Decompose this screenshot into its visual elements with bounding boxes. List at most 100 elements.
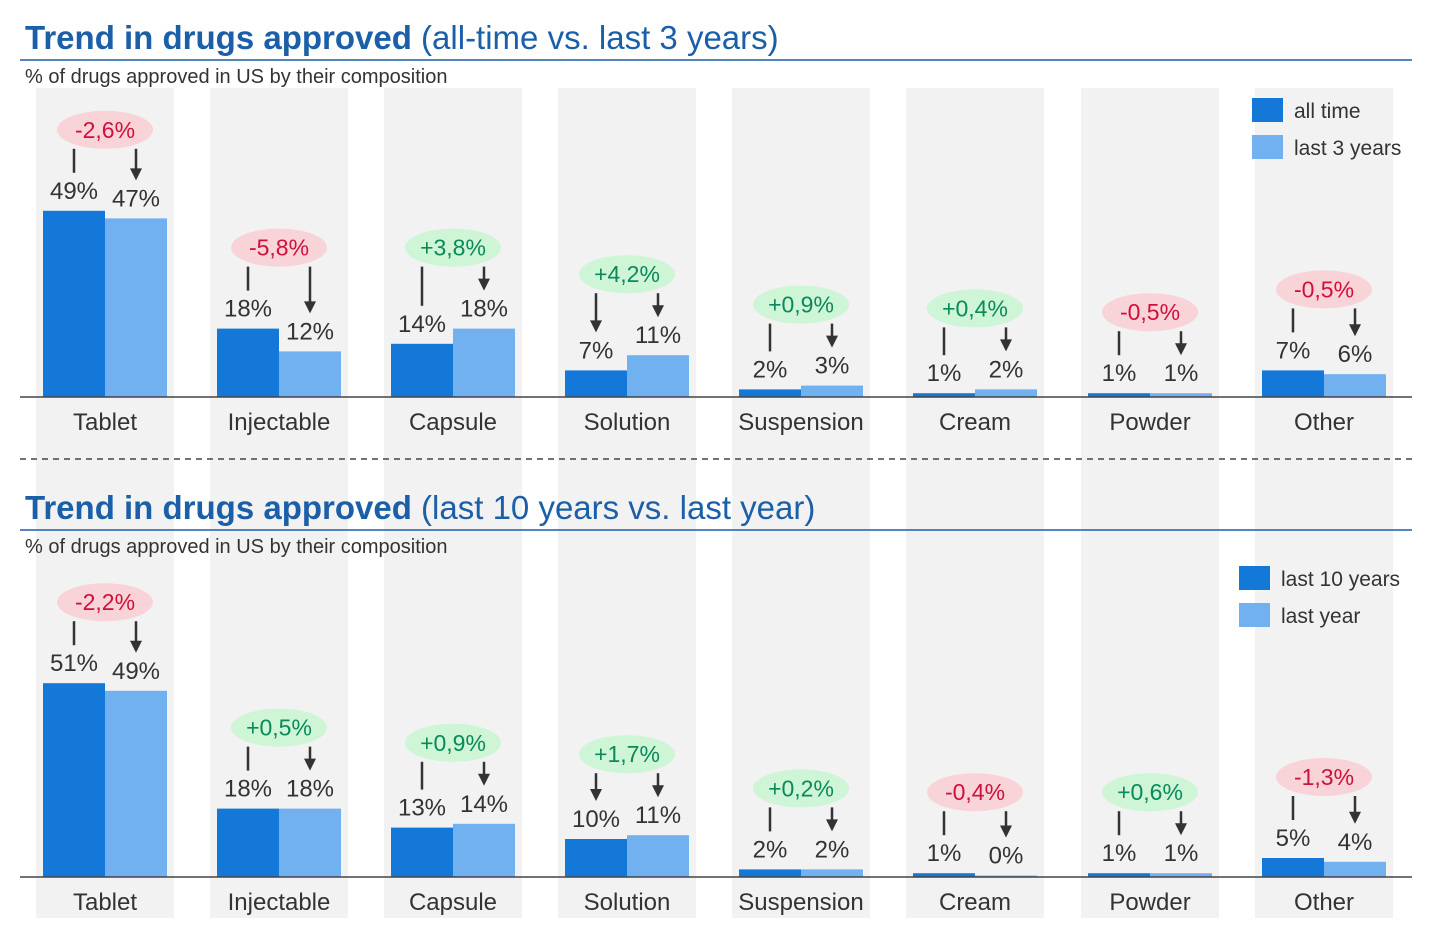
value-label: 18% — [224, 776, 272, 803]
value-label: 18% — [224, 296, 272, 323]
change-arrow-head — [1000, 825, 1012, 838]
value-label: 13% — [398, 795, 446, 822]
value-label: 2% — [753, 836, 788, 863]
bar-all-time — [217, 328, 279, 397]
bar-last-3-years — [975, 389, 1037, 397]
change-arrow-head — [1349, 324, 1361, 337]
bar-last-10-years — [391, 827, 453, 877]
change-label: -0,4% — [945, 779, 1005, 805]
value-label: 4% — [1338, 829, 1373, 856]
value-label: 14% — [460, 791, 508, 818]
change-bubble — [405, 723, 501, 762]
change-label: +0,6% — [1117, 779, 1183, 805]
chart-subtitle: % of drugs approved in US by their compo… — [25, 536, 447, 558]
change-label: -0,5% — [1120, 299, 1180, 325]
value-label: 49% — [112, 658, 160, 685]
legend-swatch — [1252, 98, 1283, 122]
change-arrow-head — [304, 758, 316, 771]
bar-last-year — [105, 690, 167, 877]
value-label: 11% — [635, 802, 681, 829]
change-label: +0,9% — [768, 292, 834, 318]
change-label: -2,2% — [75, 589, 135, 615]
value-label: 2% — [989, 356, 1024, 383]
change-bubble — [1276, 270, 1372, 309]
category-label: Injectable — [228, 409, 331, 436]
change-bubble — [405, 228, 501, 267]
bar-last-10-years — [565, 839, 627, 877]
bar-last-year — [279, 808, 341, 877]
value-label: 1% — [1102, 840, 1137, 867]
category-label: Solution — [584, 889, 671, 916]
legend-swatch — [1239, 566, 1270, 590]
bar-all-time — [1088, 393, 1150, 397]
chart-title-bold: Trend in drugs approved — [25, 19, 412, 56]
change-arrow-head — [1349, 811, 1361, 824]
category-label: Other — [1294, 409, 1354, 436]
change-arrow-head — [652, 785, 664, 798]
value-label: 2% — [753, 356, 788, 383]
category-label: Cream — [939, 889, 1011, 916]
change-label: +0,4% — [942, 295, 1008, 321]
change-arrow-head — [1175, 823, 1187, 836]
value-label: 6% — [1338, 341, 1373, 368]
bar-all-time — [739, 389, 801, 397]
change-label: +0,9% — [420, 730, 486, 756]
legend-label: last 3 years — [1294, 137, 1401, 160]
value-label: 0% — [989, 843, 1024, 870]
category-label: Injectable — [228, 889, 331, 916]
change-arrow-head — [478, 773, 490, 786]
value-label: 11% — [635, 322, 681, 349]
change-label: -1,3% — [1294, 764, 1354, 790]
bar-last-3-years — [453, 328, 515, 397]
change-bubble — [57, 110, 153, 149]
value-label: 1% — [927, 840, 962, 867]
change-label: -0,5% — [1294, 276, 1354, 302]
bar-last-year — [453, 823, 515, 877]
legend-swatch — [1252, 135, 1283, 159]
change-label: -2,6% — [75, 117, 135, 143]
category-band — [558, 88, 696, 918]
change-bubble — [927, 289, 1023, 328]
legend-label: all time — [1294, 100, 1361, 123]
change-bubble — [579, 735, 675, 774]
bar-last-year — [627, 835, 689, 877]
value-label: 3% — [815, 353, 850, 380]
change-bubble — [753, 769, 849, 808]
value-label: 49% — [50, 178, 98, 205]
bar-last-3-years — [1324, 374, 1386, 397]
category-label: Suspension — [738, 409, 863, 436]
value-label: 18% — [286, 776, 334, 803]
category-label: Capsule — [409, 409, 497, 436]
change-bubble — [579, 255, 675, 294]
value-label: 47% — [112, 185, 160, 212]
chart-title-rest: (last 10 years vs. last year) — [412, 489, 815, 526]
change-bubble — [231, 708, 327, 747]
change-arrow-head — [826, 335, 838, 348]
bar-all-time — [1262, 370, 1324, 397]
chart-title: Trend in drugs approved (all-time vs. la… — [25, 19, 779, 56]
bar-last-year — [1150, 873, 1212, 877]
bar-last-10-years — [739, 869, 801, 877]
value-label: 7% — [579, 337, 614, 364]
legend-label: last year — [1281, 605, 1360, 628]
change-bubble — [1102, 773, 1198, 812]
value-label: 7% — [1276, 337, 1311, 364]
chart-subtitle: % of drugs approved in US by their compo… — [25, 66, 447, 88]
change-bubble — [57, 583, 153, 622]
change-bubble — [1102, 293, 1198, 332]
category-band — [384, 88, 522, 918]
change-label: +4,2% — [594, 261, 660, 287]
bar-last-3-years — [1150, 393, 1212, 397]
value-label: 51% — [50, 650, 98, 677]
bar-last-3-years — [105, 218, 167, 397]
bar-all-time — [391, 343, 453, 397]
category-label: Other — [1294, 889, 1354, 916]
change-arrow-head — [826, 819, 838, 832]
value-label: 1% — [927, 360, 962, 387]
change-arrow-head — [1175, 343, 1187, 356]
value-label: 12% — [286, 318, 334, 345]
value-label: 1% — [1164, 360, 1199, 387]
change-label: +0,5% — [246, 715, 312, 741]
bar-last-year — [801, 869, 863, 877]
